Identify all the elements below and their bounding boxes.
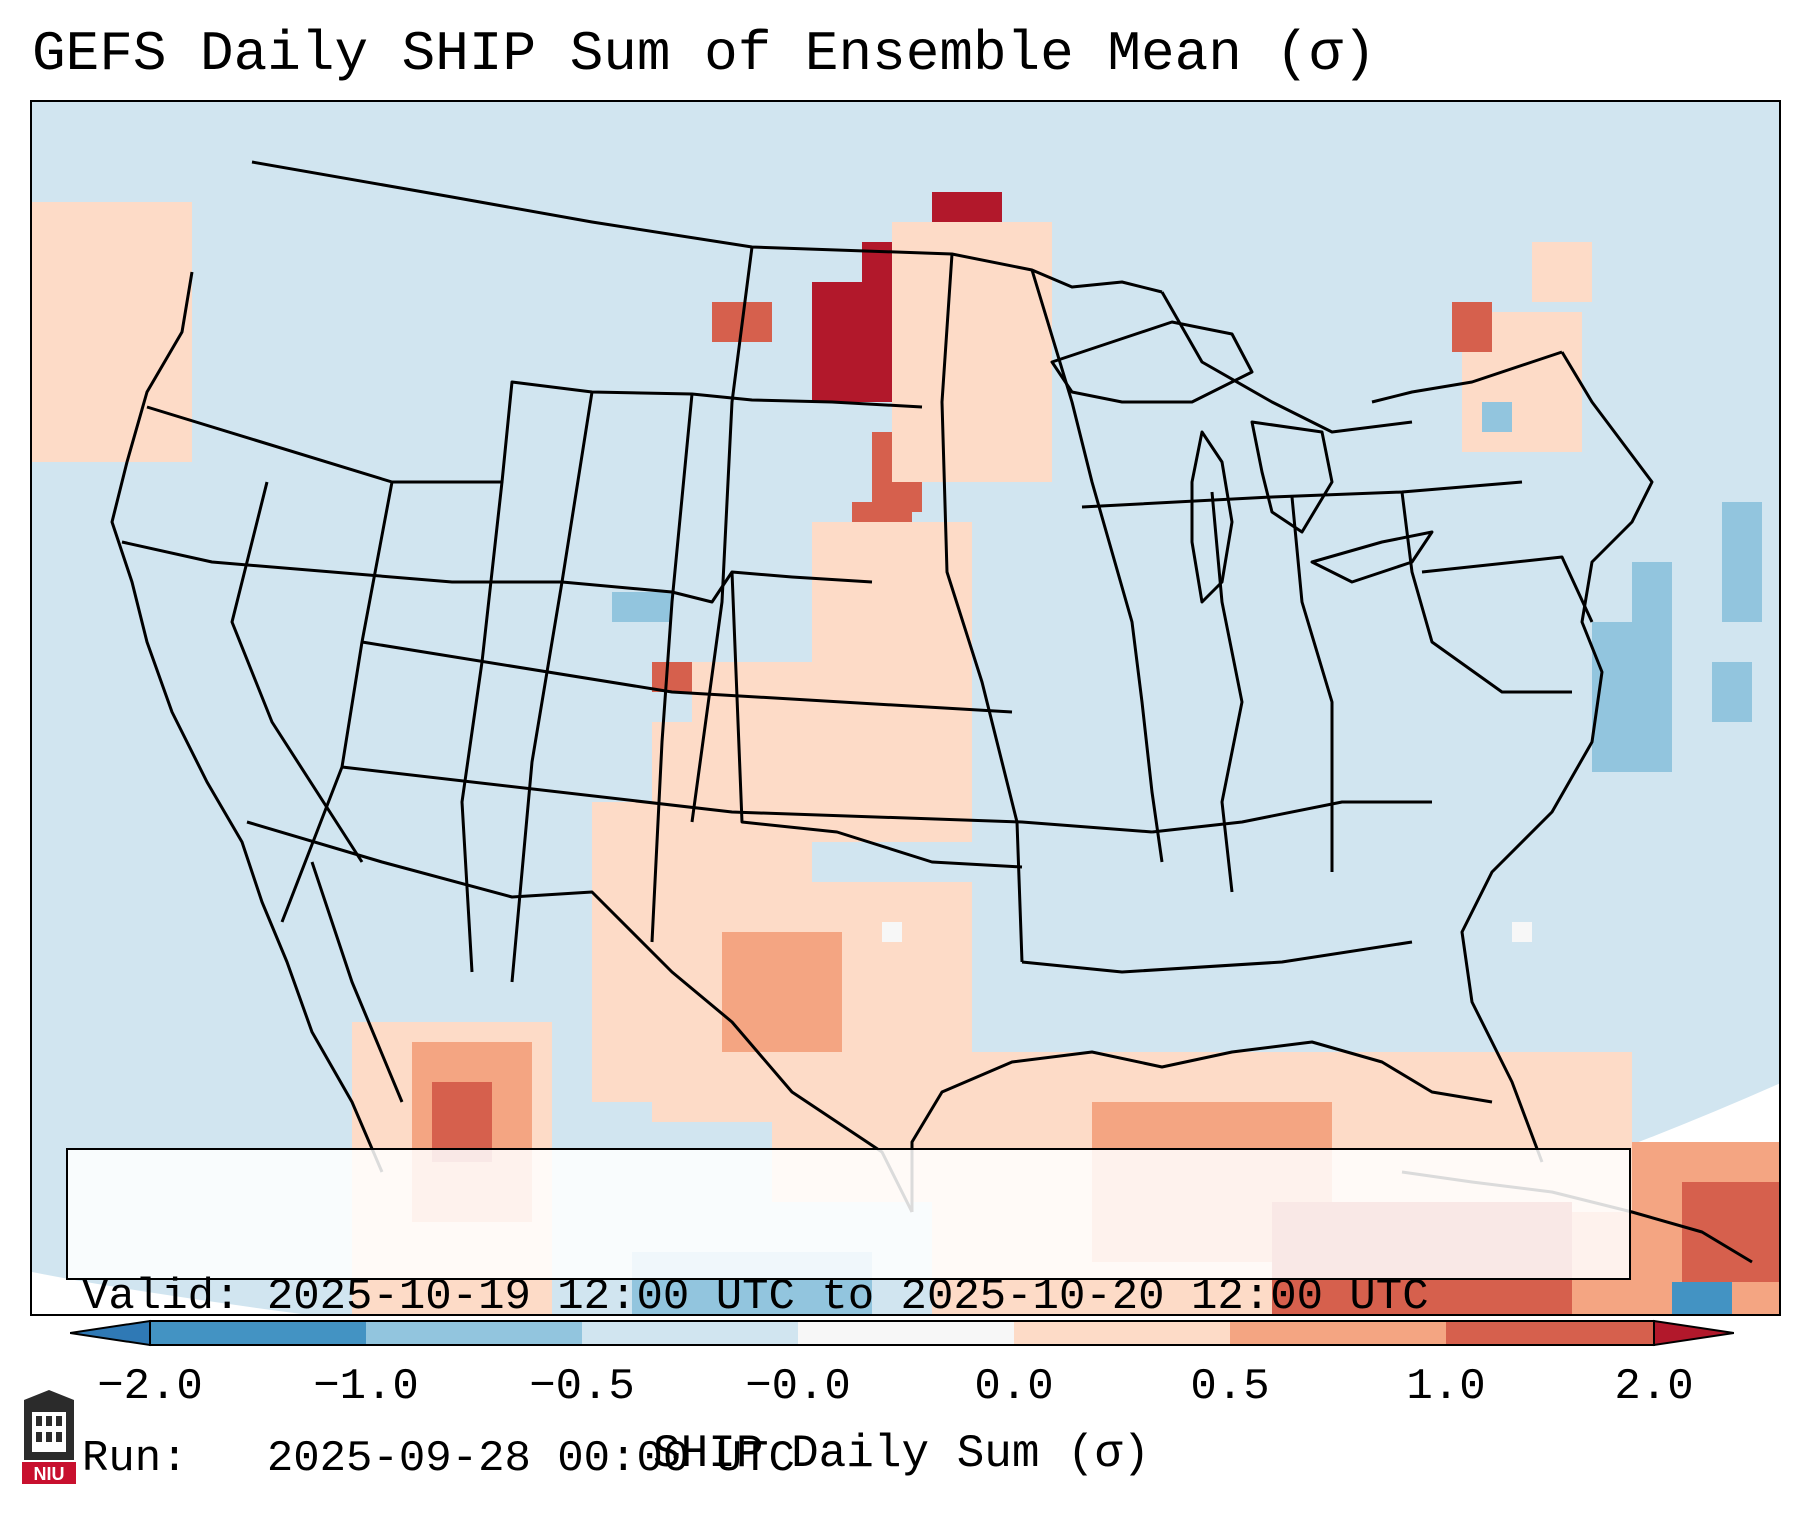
- university-seal-icon: NIU: [22, 1390, 76, 1484]
- ship-anomaly-cell: [1672, 1282, 1732, 1314]
- pacific-coastline: [110, 271, 384, 1173]
- state-line: [940, 253, 1024, 963]
- state-line: [460, 481, 504, 973]
- us-mexico-border: [246, 820, 914, 1213]
- colorbar-tick-label: 0.0: [974, 1362, 1054, 1412]
- colorbar-tick-label: −1.0: [313, 1362, 419, 1412]
- lake-michigan: [1190, 430, 1234, 604]
- lake-huron: [1250, 420, 1334, 534]
- map-title: GEFS Daily SHIP Sum of Ensemble Mean (σ): [32, 22, 1377, 86]
- ship-anomaly-cell: [1712, 662, 1752, 722]
- ship-anomaly-cell: [1592, 622, 1672, 772]
- colorbar-segment: [366, 1321, 582, 1345]
- ship-anomaly-cell: [1632, 562, 1672, 642]
- colorbar-segment: [150, 1321, 366, 1345]
- ship-anomaly-cell: [722, 932, 842, 1052]
- state-line: [361, 640, 1013, 714]
- valid-run-info-box: Valid: 2025-10-19 12:00 UTC to 2025-10-2…: [66, 1148, 1631, 1484]
- ship-anomaly-cell: [1722, 502, 1762, 622]
- state-line: [1371, 350, 1563, 404]
- colorbar-segment: [798, 1321, 1014, 1345]
- baja-coastline: [310, 861, 404, 1103]
- state-line: [690, 246, 754, 823]
- colorbar-segment: [582, 1321, 798, 1345]
- ship-anomaly-cell: [892, 222, 1052, 482]
- gulf-coastline: [910, 1040, 1493, 1212]
- colorbar-segment: [1230, 1321, 1446, 1345]
- state-line: [280, 481, 394, 923]
- colorbar-tick-label: 1.0: [1406, 1362, 1486, 1412]
- ship-anomaly-cell: [812, 282, 892, 402]
- colorbar-tick-label: 0.5: [1190, 1362, 1270, 1412]
- state-line: [1210, 491, 1244, 893]
- colorbar-segment: [1446, 1321, 1654, 1345]
- logo-text: NIU: [34, 1464, 65, 1484]
- state-line: [1160, 291, 1413, 434]
- ship-anomaly-cell: [1512, 922, 1532, 942]
- ship-anomaly-cell: [612, 592, 672, 622]
- ship-anomaly-cell: [1452, 302, 1492, 352]
- colorbar-label: SHIP Daily Sum (σ): [653, 1428, 1150, 1480]
- map-canvas: [32, 102, 1779, 1314]
- atlantic-coastline: [1460, 351, 1654, 1163]
- state-line: [1421, 555, 1594, 623]
- colorbar-frame: [149, 1320, 1655, 1346]
- state-line: [1151, 800, 1432, 834]
- colorbar-extend-high: [1653, 1319, 1734, 1347]
- lake-erie: [1310, 530, 1434, 584]
- ship-anomaly-cell: [652, 662, 692, 692]
- state-line: [1081, 480, 1523, 509]
- colorbar-segment: [1014, 1321, 1230, 1345]
- ship-anomaly-cell: [32, 202, 192, 462]
- colorbar-tick-label: −0.0: [745, 1362, 851, 1412]
- colorbar: [70, 1319, 1734, 1347]
- state-line: [230, 481, 364, 863]
- run-time-line: Run: 2025-09-28 00:00 UTC: [82, 1434, 795, 1484]
- valid-time-line: Valid: 2025-10-19 12:00 UTC to 2025-10-2…: [82, 1272, 1429, 1322]
- colorbar-tick-label: −2.0: [97, 1362, 203, 1412]
- state-line: [1290, 496, 1334, 872]
- map-panel[interactable]: [30, 100, 1781, 1316]
- state-line: [1021, 940, 1413, 974]
- state-line: [730, 571, 1023, 869]
- colorbar-tick-label: 2.0: [1614, 1362, 1694, 1412]
- ship-anomaly-cell: [1482, 402, 1512, 432]
- state-line: [650, 393, 694, 943]
- ship-anomaly-cell: [882, 922, 902, 942]
- lake-superior: [1050, 320, 1254, 404]
- state-line: [1030, 269, 1164, 863]
- ship-anomaly-cell: [1532, 242, 1592, 302]
- colorbar-tick-label: −0.5: [529, 1362, 635, 1412]
- colorbar-extend-low: [70, 1319, 151, 1347]
- state-line: [341, 765, 1153, 834]
- state-line: [1400, 491, 1572, 694]
